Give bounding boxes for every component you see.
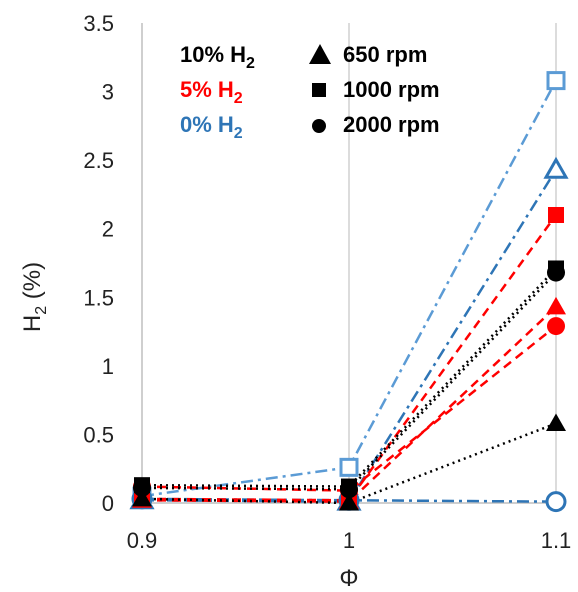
marker-5pct-2000-2 [547, 317, 565, 336]
series-line-5pct-650 [141, 305, 557, 503]
y-tick-label: 2.5 [83, 148, 114, 173]
marker-10pct-650-1 [339, 493, 359, 511]
legend-1000-rpm: 1000 rpm [343, 77, 440, 102]
y-tick-label: 0 [102, 491, 114, 516]
marker-5pct-650-2 [546, 296, 566, 315]
y-tick-label: 3 [102, 80, 114, 105]
legend-circle-icon [312, 119, 326, 133]
tick-labels: 0 0.5 1 1.5 2 2.5 3 3.5 0.9 1 1.1 [83, 11, 571, 553]
marker-10pct-2000-1 [340, 480, 358, 499]
legend-2000-rpm: 2000 rpm [343, 112, 440, 137]
y-tick-label: 1.5 [83, 285, 114, 310]
y-tick-label: 1 [102, 354, 114, 379]
legend-triangle-icon [309, 44, 331, 64]
series-markers [129, 71, 569, 513]
marker-10pct-650-0 [132, 488, 152, 507]
x-tick-label: 0.9 [127, 528, 158, 553]
y-axis-label: H2 (%) [19, 262, 50, 332]
y-tick-label: 0.5 [83, 422, 114, 447]
legend-h2-5: 5% H2 [180, 77, 243, 107]
marker-0pct-2000-2 [545, 491, 567, 513]
marker-0pct-1000-1 [339, 457, 359, 477]
marker-5pct-1000-2 [548, 207, 564, 223]
x-tick-label: 1 [343, 528, 355, 553]
legend-h2-0: 0% H2 [180, 112, 243, 142]
series-line-10pct-650 [141, 422, 557, 505]
marker-10pct-2000-0 [133, 478, 151, 497]
legend-h2-10: 10% H2 [180, 42, 255, 72]
x-axis-label: Φ [339, 565, 358, 592]
marker-10pct-2000-2 [547, 263, 565, 282]
series-line-5pct-2000 [141, 325, 557, 492]
y-tick-label: 3.5 [83, 11, 114, 36]
marker-10pct-650-2 [546, 413, 566, 431]
y-tick-label: 2 [102, 217, 114, 242]
series-line-5pct-1000 [141, 214, 558, 502]
marker-0pct-1000-2 [546, 71, 566, 91]
x-tick-label: 1.1 [541, 528, 572, 553]
legend-square-icon [312, 83, 326, 97]
marker-0pct-650-2 [543, 156, 569, 179]
legend: 10% H2 5% H2 0% H2 650 rpm 1000 rpm 2000… [180, 42, 440, 142]
legend-650-rpm: 650 rpm [343, 42, 427, 67]
